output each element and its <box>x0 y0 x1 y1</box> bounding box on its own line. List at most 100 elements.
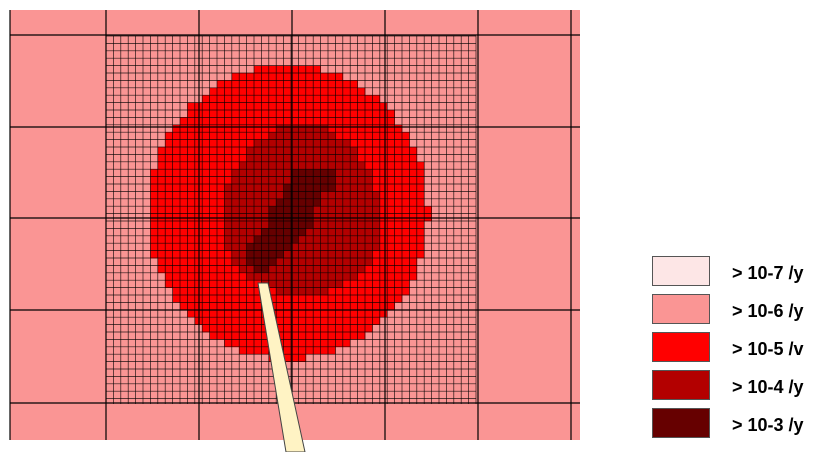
risk-zone-cell <box>261 346 270 355</box>
risk-zone-cell <box>320 206 329 214</box>
risk-zone-cell <box>394 272 403 281</box>
risk-zone-cell <box>187 235 196 244</box>
risk-zone-cell <box>150 228 159 237</box>
risk-zone-cell <box>313 332 321 340</box>
risk-zone-cell <box>291 198 299 207</box>
risk-zone-cell <box>254 65 262 74</box>
risk-zone-cell <box>254 287 262 296</box>
risk-zone-cell <box>320 132 329 140</box>
risk-zone-cell <box>217 206 225 214</box>
risk-zone-cell <box>305 139 314 148</box>
risk-zone-cell <box>165 272 173 281</box>
risk-zone-cell <box>379 243 388 251</box>
risk-zone-cell <box>305 235 314 244</box>
risk-zone-cell <box>165 235 173 244</box>
risk-zone-cell <box>283 332 292 340</box>
risk-zone-cell <box>372 198 381 207</box>
risk-zone-cell <box>172 161 181 170</box>
risk-zone-cell <box>402 154 410 163</box>
risk-zone-cell <box>261 87 270 96</box>
risk-zone-cell <box>172 191 181 200</box>
risk-zone-cell <box>298 110 307 118</box>
risk-zone-cell <box>305 124 314 133</box>
risk-zone-cell <box>291 154 299 163</box>
risk-zone-cell <box>342 169 351 177</box>
risk-zone-cell <box>239 169 247 177</box>
risk-zone-cell <box>298 184 307 192</box>
risk-zone-cell <box>268 80 277 89</box>
risk-zone-cell <box>298 80 307 89</box>
risk-zone-cell <box>187 250 196 259</box>
risk-zone-cell <box>350 95 358 103</box>
risk-zone-cell <box>187 309 196 318</box>
risk-zone-cell <box>379 302 388 311</box>
risk-zone-cell <box>202 258 210 266</box>
risk-zone-cell <box>180 221 188 229</box>
risk-zone-cell <box>254 110 262 118</box>
risk-zone-cell <box>276 324 284 333</box>
risk-zone-cell <box>416 184 425 192</box>
risk-zone-cell <box>246 265 255 274</box>
risk-zone-cell <box>291 184 299 192</box>
risk-zone-cell <box>246 169 255 177</box>
risk-zone-cell <box>409 258 418 266</box>
risk-zone-cell <box>246 73 255 81</box>
risk-zone-cell <box>157 191 166 200</box>
risk-zone-cell <box>224 206 233 214</box>
risk-zone-cell <box>365 169 373 177</box>
risk-zone-cell <box>298 221 307 229</box>
risk-zone-cell <box>239 124 247 133</box>
risk-zone-cell <box>276 191 284 200</box>
risk-zone-cell <box>165 250 173 259</box>
risk-zone-cell <box>246 80 255 89</box>
risk-zone-cell <box>409 191 418 200</box>
risk-zone-cell <box>202 243 210 251</box>
risk-zone-cell <box>283 339 292 348</box>
risk-zone-cell <box>357 184 366 192</box>
risk-zone-cell <box>402 169 410 177</box>
risk-zone-cell <box>268 176 277 185</box>
risk-zone-cell <box>187 124 196 133</box>
risk-zone-cell <box>246 184 255 192</box>
risk-zone-cell <box>261 191 270 200</box>
risk-zone-cell <box>320 198 329 207</box>
risk-zone-cell <box>187 191 196 200</box>
risk-zone-cell <box>224 95 233 103</box>
risk-zone-cell <box>180 250 188 259</box>
risk-zone-cell <box>276 154 284 163</box>
risk-zone-cell <box>202 235 210 244</box>
risk-zone-cell <box>298 339 307 348</box>
risk-zone-cell <box>409 184 418 192</box>
risk-zone-cell <box>328 339 336 348</box>
risk-zone-cell <box>209 287 218 296</box>
risk-zone-cell <box>342 117 351 126</box>
risk-zone-cell <box>291 206 299 214</box>
risk-zone-cell <box>157 221 166 229</box>
risk-zone-cell <box>335 324 344 333</box>
risk-zone-cell <box>268 295 277 303</box>
risk-zone-cell <box>335 191 344 200</box>
risk-zone-cell <box>335 206 344 214</box>
risk-zone-cell <box>180 117 188 126</box>
risk-zone-cell <box>379 272 388 281</box>
risk-zone-cell <box>394 295 403 303</box>
risk-zone-cell <box>342 250 351 259</box>
risk-zone-cell <box>217 295 225 303</box>
risk-zone-cell <box>320 265 329 274</box>
risk-zone-cell <box>365 309 373 318</box>
risk-zone-cell <box>276 124 284 133</box>
risk-zone-cell <box>365 110 373 118</box>
risk-zone-cell <box>357 169 366 177</box>
risk-zone-cell <box>291 295 299 303</box>
risk-zone-cell <box>283 95 292 103</box>
risk-zone-cell <box>246 176 255 185</box>
risk-zone-cell <box>387 176 395 185</box>
risk-zone-cell <box>379 139 388 148</box>
risk-zone-cell <box>335 139 344 148</box>
risk-zone-cell <box>224 87 233 96</box>
risk-zone-cell <box>365 250 373 259</box>
risk-zone-cell <box>187 221 196 229</box>
risk-zone-cell <box>187 176 196 185</box>
risk-zone-cell <box>291 235 299 244</box>
risk-zone-cell <box>217 176 225 185</box>
